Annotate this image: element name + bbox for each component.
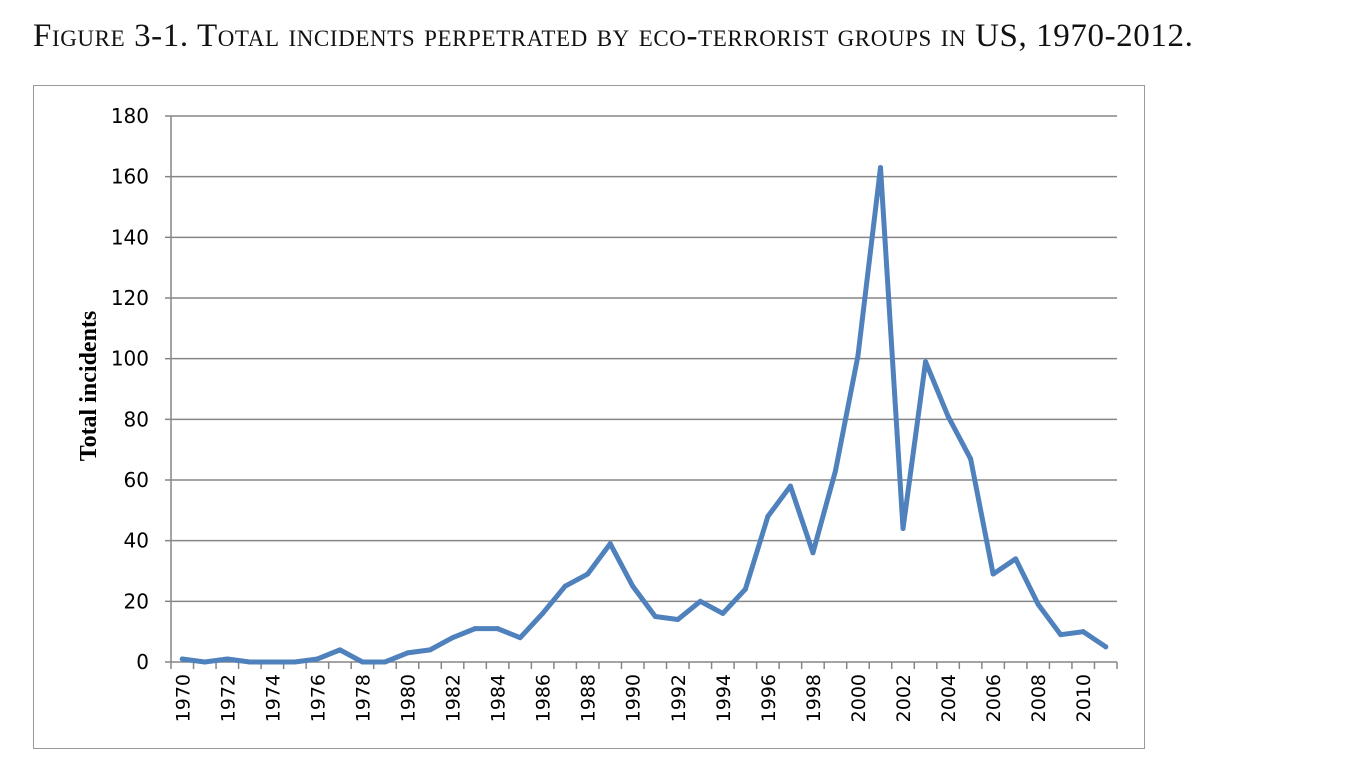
x-tick-label: 2010 bbox=[1073, 674, 1095, 722]
x-tick-label: 1988 bbox=[578, 674, 600, 722]
data-point bbox=[832, 468, 838, 474]
y-tick-label: 20 bbox=[124, 589, 149, 613]
data-point bbox=[472, 626, 478, 632]
data-point bbox=[923, 359, 929, 365]
y-tick-label: 100 bbox=[111, 347, 149, 371]
y-tick-label: 120 bbox=[111, 286, 149, 310]
data-point bbox=[292, 659, 298, 665]
gridlines bbox=[171, 115, 1117, 603]
x-tick-label: 1990 bbox=[623, 674, 645, 722]
data-point bbox=[247, 659, 253, 665]
data-point bbox=[607, 541, 613, 547]
series-line-0 bbox=[179, 165, 1109, 665]
data-point bbox=[787, 483, 793, 489]
data-point bbox=[202, 659, 208, 665]
data-point bbox=[968, 456, 974, 462]
data-point bbox=[742, 586, 748, 592]
data-point bbox=[224, 656, 230, 662]
data-point bbox=[314, 656, 320, 662]
y-tick-label: 160 bbox=[111, 165, 149, 189]
data-point bbox=[517, 635, 523, 641]
x-tick-label: 2000 bbox=[848, 674, 870, 722]
chart-frame: 0 20 40 60 80 100 120 140 160 180 1970 1972 1974 197… bbox=[33, 85, 1145, 749]
data-point bbox=[359, 659, 365, 665]
data-point bbox=[945, 413, 951, 419]
x-tick-label: 1970 bbox=[172, 674, 194, 722]
data-point bbox=[1035, 601, 1041, 607]
y-tick-label: 60 bbox=[124, 468, 149, 492]
data-point bbox=[540, 610, 546, 616]
data-point bbox=[1080, 629, 1086, 635]
x-tick-label: 1992 bbox=[668, 674, 690, 722]
x-tick-label: 2006 bbox=[983, 674, 1005, 722]
x-tick-label: 1996 bbox=[758, 674, 780, 722]
data-point bbox=[900, 526, 906, 532]
data-point bbox=[990, 571, 996, 577]
data-point bbox=[652, 614, 658, 619]
x-tick-label: 1982 bbox=[443, 674, 465, 722]
y-axis-title: Total incidents bbox=[76, 311, 102, 461]
x-tick-label: 1984 bbox=[488, 674, 510, 722]
data-point bbox=[630, 583, 636, 589]
y-tick-label: 140 bbox=[111, 225, 149, 249]
x-tick-labels: 1970 1972 1974 1976 1978 1980 1982 1984 1986 1988… bbox=[172, 674, 1095, 722]
y-tick-labels: 0 20 40 60 80 100 120 140 160 180 bbox=[111, 104, 149, 674]
x-tick-label: 1986 bbox=[533, 674, 555, 722]
y-tick-label: 80 bbox=[124, 407, 149, 431]
data-point bbox=[179, 656, 185, 662]
x-tick-label: 1980 bbox=[398, 674, 420, 722]
data-point bbox=[697, 598, 703, 604]
data-point bbox=[720, 610, 726, 616]
x-tick-label: 1976 bbox=[307, 674, 329, 722]
series-total-incidents bbox=[179, 165, 1109, 665]
data-point bbox=[337, 647, 343, 653]
data-point bbox=[1103, 644, 1109, 650]
data-point bbox=[765, 513, 771, 519]
x-tick-label: 1972 bbox=[217, 674, 239, 722]
x-tick-label: 2002 bbox=[893, 674, 915, 722]
y-tick-label: 40 bbox=[124, 529, 149, 553]
data-point bbox=[1013, 556, 1019, 562]
data-point bbox=[675, 617, 681, 623]
x-tick-label: 2004 bbox=[938, 674, 960, 722]
data-point bbox=[382, 659, 388, 665]
data-point bbox=[562, 583, 568, 589]
data-point bbox=[810, 550, 816, 556]
data-point bbox=[878, 165, 883, 171]
x-tick-label: 1998 bbox=[803, 674, 825, 722]
data-point bbox=[450, 635, 456, 641]
x-tick-label: 2008 bbox=[1028, 674, 1050, 722]
data-point bbox=[1058, 632, 1064, 638]
data-point bbox=[427, 647, 433, 653]
data-point bbox=[405, 650, 410, 656]
x-tick-label: 1978 bbox=[352, 674, 374, 722]
data-point bbox=[585, 571, 591, 577]
figure-caption: Figure 3-1. Total incidents perpetrated … bbox=[33, 18, 1194, 54]
data-point bbox=[855, 353, 861, 359]
y-tick-label: 180 bbox=[111, 104, 149, 128]
x-tick-label: 1994 bbox=[713, 674, 735, 722]
x-tick-label: 1974 bbox=[262, 674, 284, 722]
y-tick-label: 0 bbox=[136, 650, 149, 674]
axes bbox=[165, 115, 1118, 669]
data-point bbox=[495, 626, 501, 632]
data-point bbox=[269, 659, 275, 665]
